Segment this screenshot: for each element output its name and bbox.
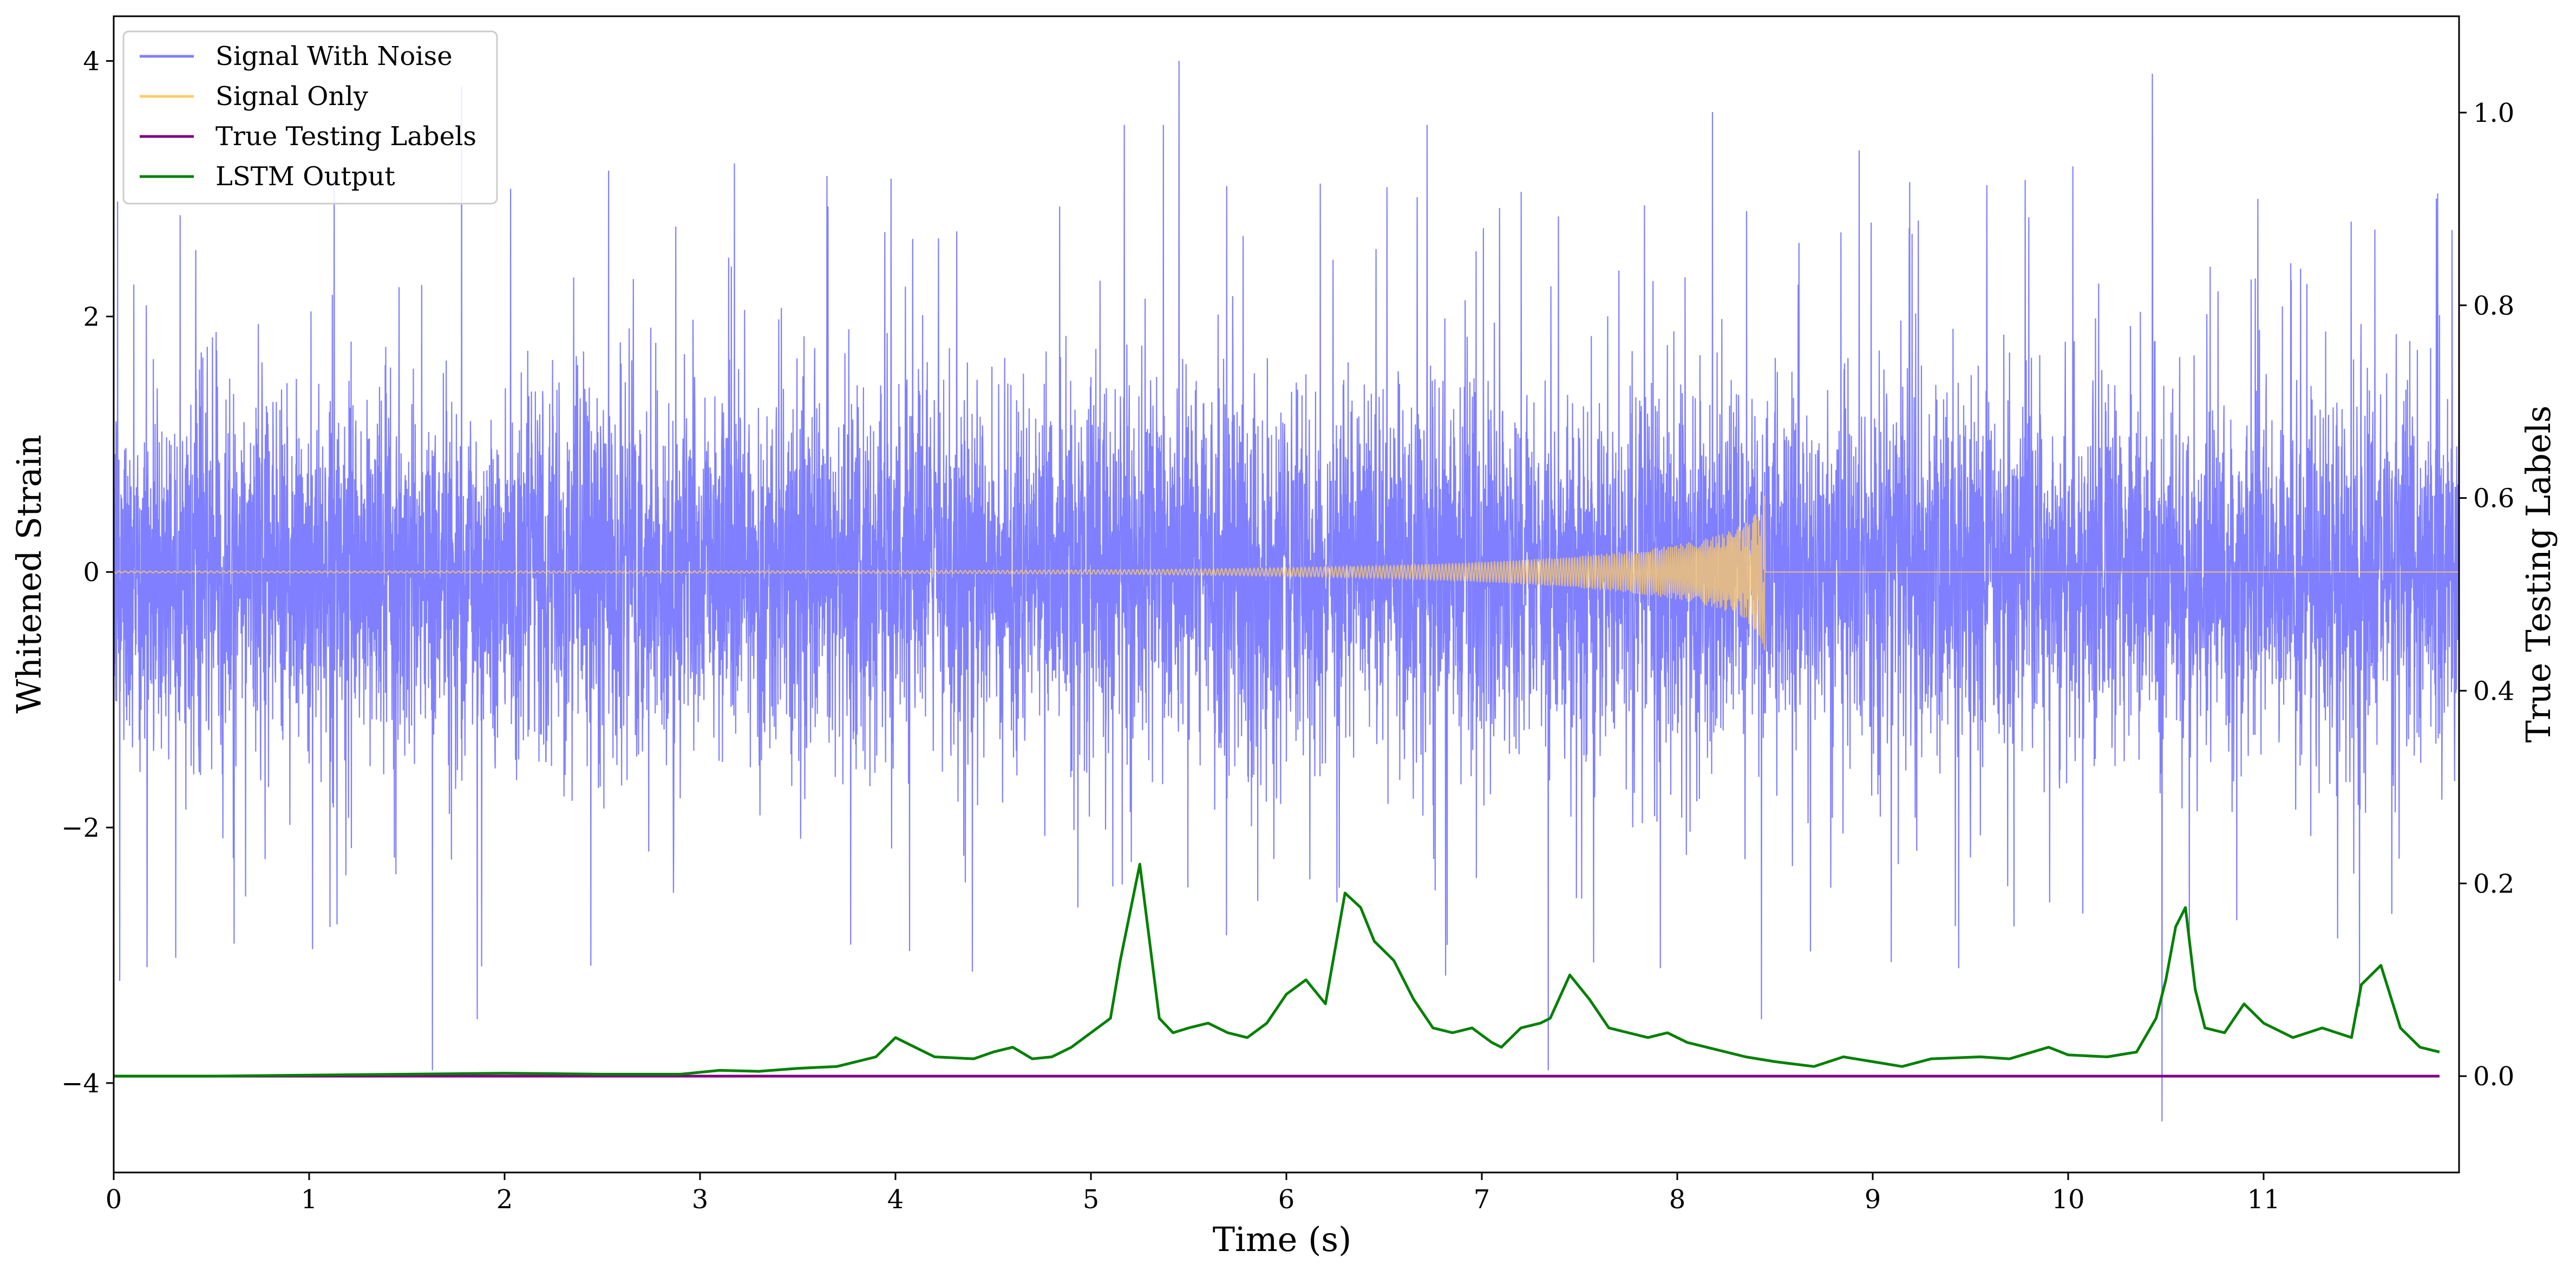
x-tick-label: 7 — [1474, 1184, 1490, 1215]
x-tick-label: 0 — [106, 1184, 122, 1215]
y-tick-label: −4 — [61, 1068, 100, 1099]
x-tick-label: 1 — [301, 1184, 318, 1215]
x-tick-label: 3 — [692, 1184, 709, 1215]
signal-with-noise-line — [114, 61, 2459, 1122]
x-tick-label: 6 — [1278, 1184, 1295, 1215]
y-tick-label: 4 — [83, 47, 100, 77]
legend-label-signal-with-noise: Signal With Noise — [215, 41, 453, 71]
y2-tick-label: 0.0 — [2473, 1061, 2514, 1092]
y2-axis-ticks: 0.0 0.2 0.4 0.6 0.8 1.0 — [2459, 98, 2514, 1092]
x-tick-label: 5 — [1083, 1184, 1100, 1215]
y-axis-label: Whitened Strain — [9, 435, 49, 714]
y2-axis-label: True Testing Labels — [2519, 406, 2558, 743]
y2-tick-label: 0.6 — [2473, 484, 2514, 514]
x-tick-label: 2 — [496, 1184, 513, 1215]
y2-tick-label: 1.0 — [2473, 98, 2514, 128]
x-axis-label: Time (s) — [1213, 1220, 1352, 1259]
x-tick-label: 8 — [1669, 1184, 1686, 1215]
legend-label-signal-only: Signal Only — [215, 81, 368, 112]
y-tick-label: −2 — [61, 813, 100, 843]
y2-tick-label: 0.4 — [2473, 676, 2514, 706]
x-tick-label: 9 — [1865, 1184, 1881, 1215]
signal-with-noise-series — [114, 61, 2459, 1122]
signal-only-line — [114, 495, 2459, 650]
x-tick-label: 4 — [887, 1184, 904, 1215]
x-tick-label: 10 — [2051, 1184, 2084, 1215]
lstm-output-series — [114, 863, 2440, 1078]
legend-label-lstm-output: LSTM Output — [215, 161, 395, 192]
y2-tick-label: 0.8 — [2473, 291, 2514, 321]
signal-only-series — [114, 495, 2459, 650]
lstm-output-line — [114, 863, 2440, 1078]
x-axis-ticks: 0 1 2 3 4 5 6 7 8 9 10 11 — [106, 1172, 2280, 1215]
legend-box — [122, 30, 498, 205]
y-tick-label: 0 — [83, 557, 100, 588]
y2-tick-label: 0.2 — [2473, 869, 2514, 899]
x-tick-label: 11 — [2247, 1184, 2280, 1215]
y-tick-label: 2 — [83, 302, 100, 332]
y-axis-ticks: −4 −2 0 2 4 — [61, 47, 114, 1099]
legend: Signal With Noise Signal Only True Testi… — [122, 30, 498, 205]
legend-label-true-testing-labels: True Testing Labels — [215, 121, 476, 152]
